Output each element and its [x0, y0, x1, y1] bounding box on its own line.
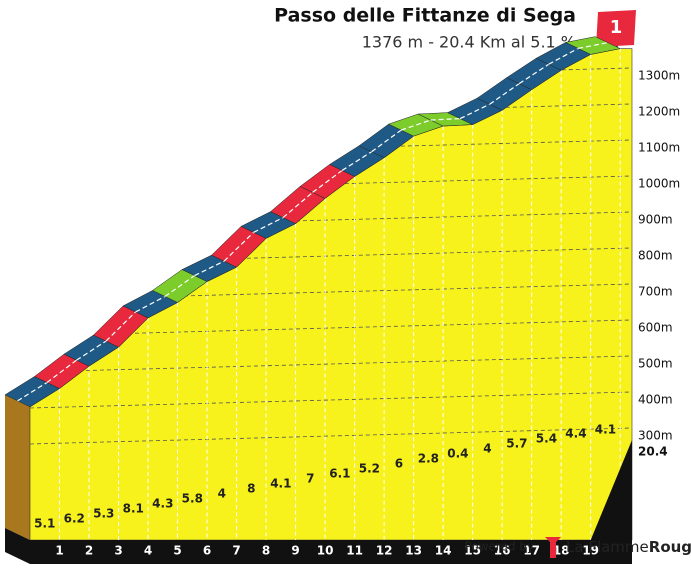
base-band-right [590, 440, 632, 540]
brand-name: La FlammeRouge [566, 538, 691, 556]
segment-centerline [164, 275, 195, 297]
km-label: 2 [85, 544, 93, 558]
km-label: 18 [553, 544, 570, 558]
y-tick-label: 1100m [638, 141, 680, 155]
gradient-label: 5.1 [34, 517, 55, 531]
km-label: 11 [346, 544, 363, 558]
chart-subtitle: 1376 m - 20.4 Km al 5.1 % [362, 33, 576, 52]
y-tick-label: 1300m [638, 69, 680, 83]
segment-centerline [518, 63, 550, 85]
km-label: 9 [291, 544, 299, 558]
gradient-label: 6.1 [329, 467, 350, 481]
y-tick-label: 900m [638, 213, 673, 227]
km-label: 16 [494, 544, 511, 558]
grid-line [30, 427, 632, 445]
segment-centerline [430, 118, 461, 121]
y-tick-label: 300m [638, 429, 673, 443]
powered-by: Powered by [464, 540, 534, 554]
gradient-label: 4 [483, 442, 491, 456]
grid-line [30, 355, 632, 373]
segment-centerline [548, 47, 579, 65]
km-label: 4 [144, 544, 152, 558]
km-label: 17 [523, 544, 540, 558]
segment-centerline [578, 42, 608, 49]
km-label: 3 [114, 544, 122, 558]
y-tick-label: 1000m [638, 177, 680, 191]
base-band [5, 528, 632, 564]
km-label: 1 [55, 544, 63, 558]
segment-centerline [341, 151, 372, 171]
chart-title: Passo delle Fittanze di Sega [274, 5, 576, 27]
y-tick-label: 1200m [638, 105, 680, 119]
km-label: 10 [317, 544, 334, 558]
km-label: 6 [203, 544, 211, 558]
segment-centerline [223, 231, 254, 262]
segment-centerline [76, 340, 107, 361]
segment-centerline [400, 119, 431, 131]
gradient-label: 2.8 [418, 452, 439, 466]
brand-logo [545, 537, 561, 558]
brand-bold: Rouge [649, 538, 691, 556]
segment-centerline [135, 295, 166, 313]
km-label: 8 [262, 544, 270, 558]
gradient-label: 5.8 [182, 492, 203, 506]
side-face [5, 394, 30, 540]
segment-centerline [105, 311, 136, 342]
flag-label: 1 [610, 17, 623, 38]
km-label: 15 [464, 544, 481, 558]
gradient-label: 0.4 [447, 447, 468, 461]
y-tick-label: 600m [638, 321, 673, 335]
km-label: 13 [405, 544, 422, 558]
gradient-label: 5.3 [93, 507, 114, 521]
gradient-label: 4 [218, 487, 226, 501]
segment-centerline [46, 359, 77, 383]
y-tick-label: 500m [638, 357, 673, 371]
gradient-label: 5.4 [536, 432, 557, 446]
y-tick-label: 800m [638, 249, 673, 263]
gradient-label: 4.1 [595, 423, 616, 437]
segment-centerline [17, 381, 48, 402]
segment-centerline [371, 129, 402, 153]
km-end-label: 20.4 [638, 445, 668, 459]
gradient-label: 8 [247, 482, 255, 496]
segment-centerline [282, 191, 313, 219]
km-label: 12 [376, 544, 393, 558]
segment-centerline [489, 83, 520, 105]
gradient-label: 4.4 [565, 427, 586, 441]
segment-centerline [312, 169, 343, 193]
grid-line [30, 391, 632, 409]
segment-centerline [253, 217, 284, 233]
brand-light: La Flamme [566, 538, 649, 556]
plot: 300m400m500m600m700m800m900m1000m1100m12… [4, 36, 680, 564]
gradient-label: 7 [306, 472, 314, 486]
gradient-label: 6.2 [64, 512, 85, 526]
gradient-label: 5.2 [359, 462, 380, 476]
gradient-label: 4.1 [270, 477, 291, 491]
km-label: 7 [232, 544, 240, 558]
gradient-label: 8.1 [123, 502, 144, 516]
gradient-label: 6 [395, 457, 403, 471]
gradient-label: 5.7 [506, 437, 527, 451]
km-label: 14 [435, 544, 452, 558]
y-tick-label: 400m [638, 393, 673, 407]
gradient-label: 4.3 [152, 497, 173, 511]
y-tick-label: 700m [638, 285, 673, 299]
flag [596, 10, 636, 47]
segment-centerline [459, 103, 490, 120]
km-label: 5 [173, 544, 181, 558]
segment-centerline [194, 260, 225, 277]
segment-top [564, 36, 621, 55]
km-label: 19 [582, 544, 599, 558]
